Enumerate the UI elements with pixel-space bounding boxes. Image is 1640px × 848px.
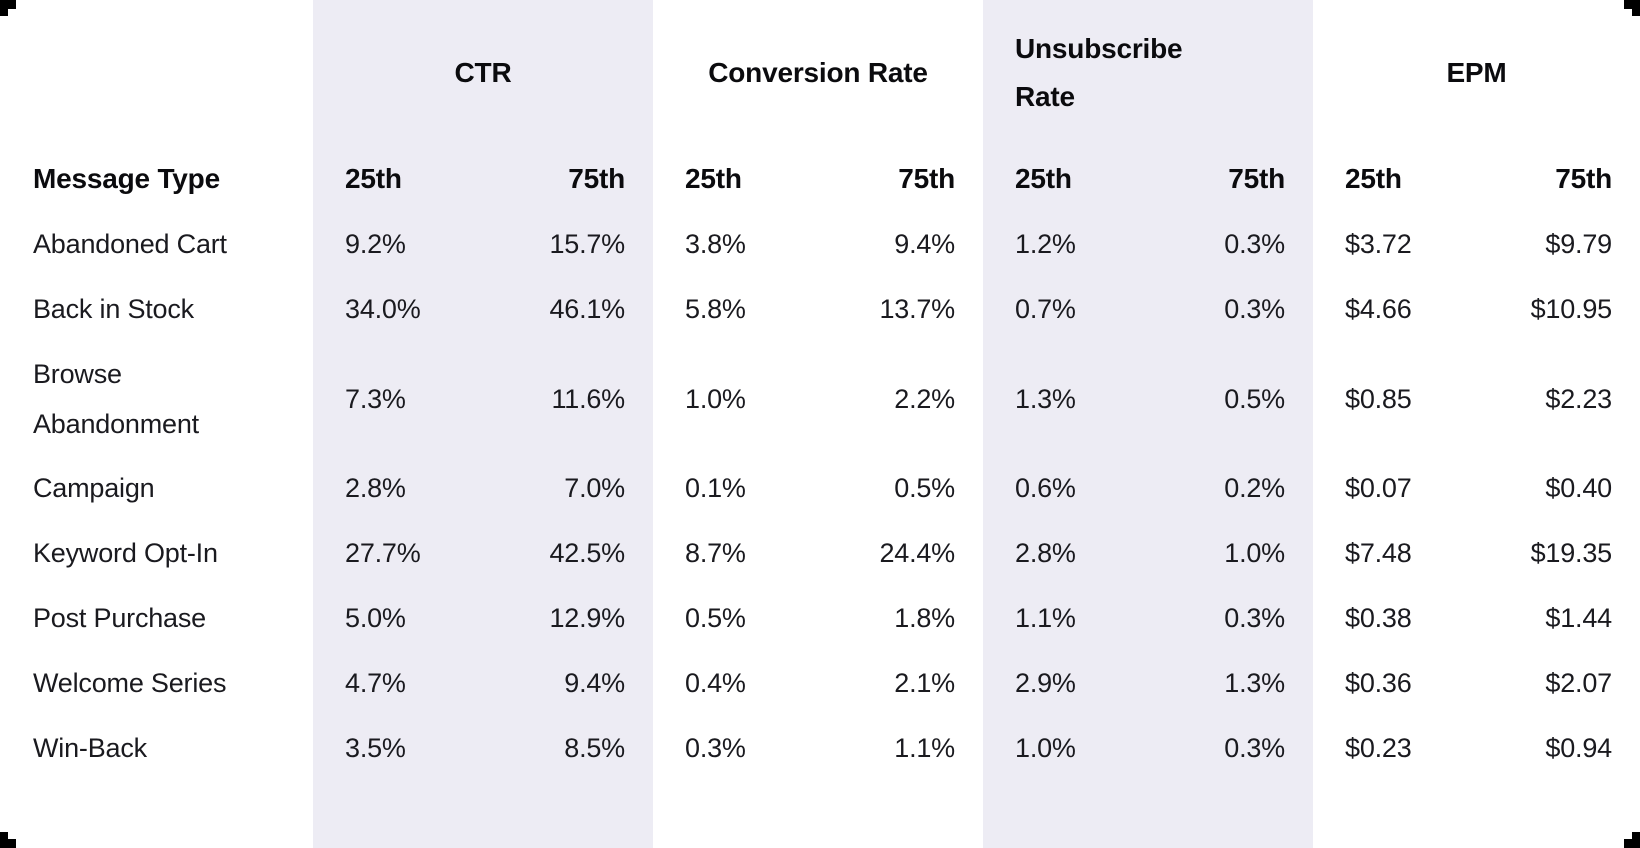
- cell-value: 0.6%: [1015, 473, 1076, 503]
- column-header-unsubscribe-75th: 75th: [1228, 162, 1285, 194]
- unsubscribe-column-band: [983, 0, 1313, 848]
- cell-value: $7.48: [1345, 538, 1412, 568]
- group-header-epm: EPM: [1313, 0, 1640, 145]
- cell-value: 0.5%: [685, 603, 746, 633]
- column-header-epm-75th: 75th: [1555, 162, 1612, 194]
- column-header-ctr-75th: 75th: [568, 162, 625, 194]
- group-header-ctr: CTR: [313, 0, 653, 145]
- row-label-welcome-series: Welcome Series: [33, 668, 227, 698]
- cell-value: 0.3%: [685, 733, 746, 763]
- cell-value: 3.5%: [345, 733, 406, 763]
- cell-value: 1.0%: [1015, 733, 1076, 763]
- cell-value: 0.5%: [1224, 383, 1285, 414]
- cell-value: 0.3%: [1224, 294, 1285, 324]
- cell-value: 1.0%: [1224, 538, 1285, 568]
- cell-value: 1.3%: [1015, 383, 1076, 414]
- cell-value: $9.79: [1545, 229, 1612, 259]
- group-header-unsubscribe-rate-label: Unsubscribe Rate: [1015, 32, 1183, 112]
- cell-value: 7.3%: [345, 383, 406, 414]
- cell-value: 34.0%: [345, 294, 421, 324]
- cell-value: 3.8%: [685, 229, 746, 259]
- cell-value: $2.07: [1545, 668, 1612, 698]
- cell-value: 8.5%: [564, 733, 625, 763]
- column-header-conversion-25th: 25th: [685, 162, 742, 194]
- row-label-text: Browse Abandonment: [33, 359, 199, 439]
- cell-value: 9.4%: [894, 229, 955, 259]
- cell-value: 1.8%: [894, 603, 955, 633]
- row-label-keyword-opt-in: Keyword Opt-In: [33, 538, 218, 568]
- cell-value: 15.7%: [549, 229, 625, 259]
- cell-value: 5.8%: [685, 294, 746, 324]
- group-header-epm-label: EPM: [1446, 56, 1507, 88]
- column-header-message-type: Message Type: [33, 162, 220, 194]
- cell-value: 5.0%: [345, 603, 406, 633]
- cell-value: $3.72: [1345, 229, 1412, 259]
- group-header-spacer: [0, 0, 313, 145]
- cell-value: 0.3%: [1224, 733, 1285, 763]
- cell-value: 12.9%: [549, 603, 625, 633]
- cell-value: $10.95: [1530, 294, 1613, 324]
- cell-value: 0.5%: [894, 473, 955, 503]
- row-label-campaign: Campaign: [33, 473, 155, 503]
- cell-value: 11.6%: [551, 383, 625, 414]
- cell-value: 2.2%: [894, 383, 955, 414]
- cell-value: 0.3%: [1224, 603, 1285, 633]
- column-header-conversion-75th: 75th: [898, 162, 955, 194]
- row-label-post-purchase: Post Purchase: [33, 603, 206, 633]
- group-header-conversion-rate: Conversion Rate: [653, 0, 983, 145]
- cell-value: 2.8%: [345, 473, 406, 503]
- row-label-browse-abandonment: Browse Abandonment: [0, 342, 313, 456]
- cell-value: 0.3%: [1224, 229, 1285, 259]
- cell-value: $19.35: [1530, 538, 1613, 568]
- cell-value: 4.7%: [345, 668, 406, 698]
- group-header-ctr-label: CTR: [454, 56, 512, 88]
- group-header-conversion-rate-label: Conversion Rate: [708, 56, 928, 88]
- column-header-epm-25th: 25th: [1345, 162, 1402, 194]
- cell-value: 1.1%: [894, 733, 955, 763]
- cell-value: 7.0%: [564, 473, 625, 503]
- row-label-abandoned-cart: Abandoned Cart: [33, 229, 227, 259]
- cell-value: 24.4%: [879, 538, 955, 568]
- cell-value: 27.7%: [345, 538, 421, 568]
- cell-value: $0.94: [1545, 733, 1612, 763]
- cell-value: 0.4%: [685, 668, 746, 698]
- cell-value: 2.1%: [894, 668, 955, 698]
- cell-value: 0.1%: [685, 473, 746, 503]
- column-header-ctr-25th: 25th: [345, 162, 402, 194]
- cell-value: 2.8%: [1015, 538, 1076, 568]
- cell-value: 2.9%: [1015, 668, 1076, 698]
- cell-value: $0.85: [1345, 383, 1412, 414]
- cell-value: $4.66: [1345, 294, 1412, 324]
- cell-value: $0.23: [1345, 733, 1412, 763]
- cell-value: $0.07: [1345, 473, 1412, 503]
- cell-value: $0.40: [1545, 473, 1612, 503]
- cell-value: 0.7%: [1015, 294, 1076, 324]
- cell-value: 9.4%: [564, 668, 625, 698]
- cell-value: 9.2%: [345, 229, 406, 259]
- cell-value: $0.36: [1345, 668, 1412, 698]
- row-label-win-back: Win-Back: [33, 733, 147, 763]
- ctr-column-band: [313, 0, 653, 848]
- column-header-unsubscribe-25th: 25th: [1015, 162, 1072, 194]
- cell-value: $1.44: [1545, 603, 1612, 633]
- cell-value: 1.1%: [1015, 603, 1076, 633]
- cell-value: 46.1%: [549, 294, 625, 324]
- cell-value: 0.2%: [1224, 473, 1285, 503]
- cell-value: 1.0%: [685, 383, 746, 414]
- cell-value: 1.2%: [1015, 229, 1076, 259]
- cell-value: 42.5%: [549, 538, 625, 568]
- cell-value: $0.38: [1345, 603, 1412, 633]
- group-header-unsubscribe-rate: Unsubscribe Rate: [983, 0, 1313, 145]
- cell-value: 13.7%: [879, 294, 955, 324]
- cell-value: $2.23: [1545, 383, 1612, 414]
- cell-value: 8.7%: [685, 538, 746, 568]
- cell-value: 1.3%: [1224, 668, 1285, 698]
- row-label-back-in-stock: Back in Stock: [33, 294, 194, 324]
